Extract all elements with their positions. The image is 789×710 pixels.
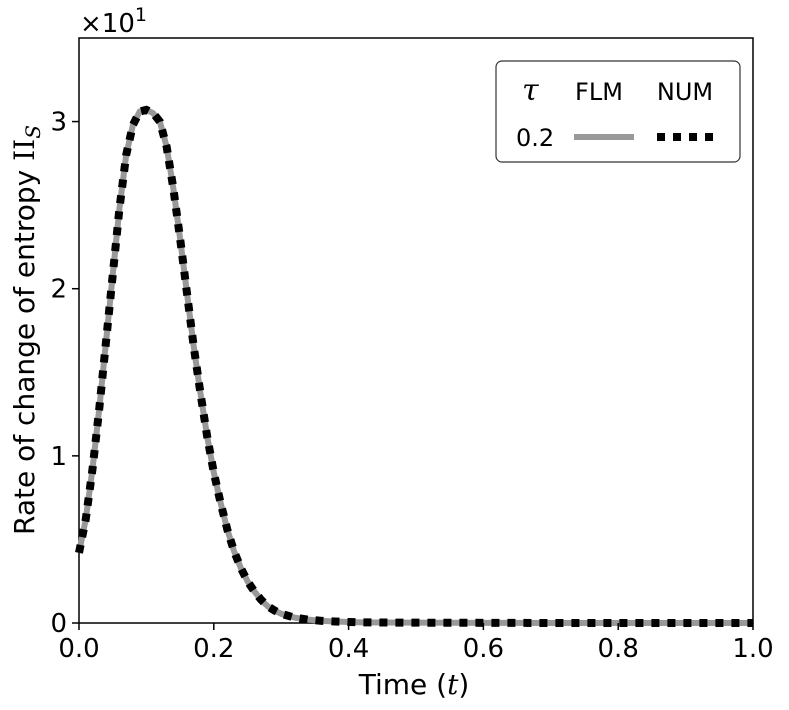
series-layer [75, 105, 753, 627]
y-axis-label: Rate of change of entropy IIS [8, 125, 45, 535]
x-tick-label: 0.6 [463, 634, 504, 664]
legend-header-num: NUM [657, 78, 713, 106]
x-tick-label: 1.0 [732, 634, 773, 664]
x-axis-label: Time (t) [358, 668, 470, 701]
legend: τ FLM NUM 0.2 [495, 60, 741, 163]
y-tick-label: 3 [50, 108, 67, 138]
series-line-num [75, 105, 753, 627]
legend-header-tau: τ [522, 73, 539, 108]
legend-row-label: 0.2 [516, 124, 554, 152]
y-multiplier-exponent: 1 [135, 4, 147, 26]
y-axis-label-symbol: II [8, 139, 41, 161]
x-axis-ticks: 0.0 0.2 0.4 0.6 0.8 1.0 [58, 623, 774, 664]
x-axis-label-variable: t [447, 668, 459, 701]
y-multiplier-base: ×10 [80, 9, 135, 39]
y-tick-label: 1 [50, 442, 67, 472]
y-tick-label: 0 [50, 609, 67, 639]
y-axis-label-subscript: S [21, 125, 45, 139]
x-tick-label: 0.0 [58, 634, 99, 664]
y-axis-ticks: 0 1 2 3 [50, 108, 79, 639]
y-axis-label-prefix: Rate of change of entropy [8, 161, 41, 535]
legend-header-flm: FLM [575, 78, 623, 106]
x-tick-label: 0.8 [598, 634, 639, 664]
y-axis-multiplier: ×101 [80, 4, 147, 39]
y-tick-label: 2 [50, 275, 67, 305]
x-axis-label-prefix: Time ( [358, 668, 447, 701]
x-tick-label: 0.4 [328, 634, 369, 664]
x-axis-label-suffix: ) [458, 668, 469, 701]
x-tick-label: 0.2 [193, 634, 234, 664]
